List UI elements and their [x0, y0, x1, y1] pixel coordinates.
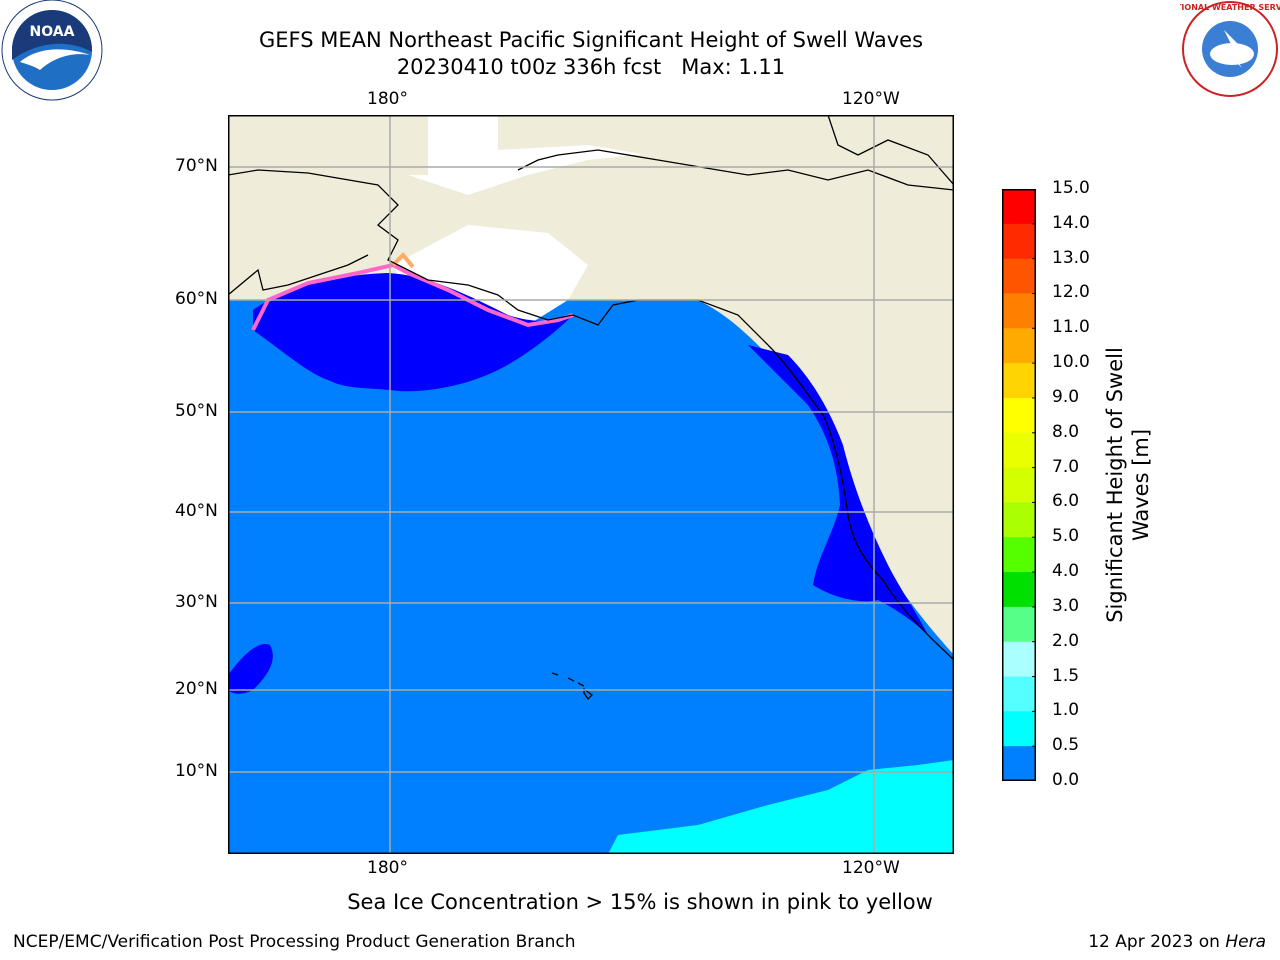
lon-tick-bottom-180: 180°: [367, 858, 408, 878]
colorbar-tick-label: 1.0: [1052, 700, 1080, 721]
colorbar-segment: [1002, 189, 1036, 225]
colorbar-segment: [1002, 572, 1036, 608]
nws-logo-text: NATIONAL WEATHER SERVICE: [1180, 3, 1280, 12]
colorbar-segment: [1002, 223, 1036, 260]
colorbar-segment: [1002, 293, 1036, 329]
lat-tick-50n: 50°N: [175, 401, 218, 421]
footer-date-text: 12 Apr 2023 on: [1088, 932, 1226, 952]
colorbar-border: [1002, 189, 1036, 781]
footer-date: 12 Apr 2023 on Hera: [1088, 932, 1266, 952]
colorbar-tick-label: 0.0: [1052, 770, 1080, 790]
noaa-logo: NOAA: [1, 0, 103, 101]
lon-tick-bottom-120w: 120°W: [842, 858, 900, 878]
noaa-logo-text: NOAA: [30, 24, 75, 40]
colorbar: [1002, 189, 1036, 781]
colorbar-tick-label: 14.0: [1052, 212, 1090, 233]
colorbar-tick-label: 9.0: [1052, 386, 1080, 407]
colorbar-tick-label: 1.5: [1052, 665, 1080, 686]
colorbar-label-line1: Significant Height of Swell: [1103, 347, 1127, 623]
colorbar-segment: [1002, 606, 1036, 643]
colorbar-label-line2: Waves [m]: [1129, 428, 1153, 542]
colorbar-tick-label: 2.0: [1052, 630, 1080, 651]
colorbar-segment: [1002, 746, 1036, 781]
colorbar-segment: [1002, 537, 1036, 573]
colorbar-segment: [1002, 467, 1036, 503]
colorbar-tick-label: 8.0: [1052, 421, 1080, 442]
sea-ice-note: Sea Ice Concentration > 15% is shown in …: [347, 890, 933, 914]
footer-credit: NCEP/EMC/Verification Post Processing Pr…: [13, 932, 576, 952]
colorbar-segment: [1002, 641, 1036, 678]
colorbar-segment: [1002, 258, 1036, 294]
colorbar-tick-label: 5.0: [1052, 526, 1080, 547]
nws-logo: NATIONAL WEATHER SERVICE: [1180, 1, 1280, 97]
colorbar-tick-label: 0.5: [1052, 735, 1080, 756]
chart-title-line1: GEFS MEAN Northeast Pacific Significant …: [258, 28, 924, 52]
ocean-swell-0-0.5-westcoast: [748, 345, 928, 635]
colorbar-tick-label: 6.0: [1052, 491, 1080, 512]
graticule: [228, 115, 954, 854]
colorbar-tick-label: 13.0: [1052, 247, 1090, 268]
colorbar-segment: [1002, 676, 1036, 712]
chart-title-line2: 20230410 t00z 336h fcst Max: 1.11: [396, 55, 786, 79]
colorbar-segment: [1002, 328, 1036, 364]
ocean-swell-1.0-1.5: [608, 760, 954, 854]
ocean-swell-0-0.5-gulf: [253, 273, 573, 392]
coastline-northeast: [827, 115, 954, 186]
footer-machine: Hera: [1225, 932, 1266, 952]
colorbar-segment: [1002, 397, 1036, 434]
ocean-swell-0-0.5-west: [228, 644, 273, 694]
map-panel: [228, 115, 954, 854]
lon-tick-top-120w: 120°W: [842, 89, 900, 109]
lat-tick-10n: 10°N: [175, 761, 218, 781]
colorbar-tick-label: 10.0: [1052, 352, 1090, 373]
lon-tick-top-180: 180°: [367, 89, 408, 109]
lat-tick-40n: 40°N: [175, 501, 218, 521]
colorbar-tick-label: 3.0: [1052, 595, 1080, 616]
colorbar-segment: [1002, 711, 1036, 747]
colorbar-tick-label: 7.0: [1052, 456, 1080, 477]
colorbar-tick-label: 15.0: [1052, 178, 1090, 198]
lat-tick-30n: 30°N: [175, 592, 218, 612]
colorbar-label: Significant Height of Swell Waves [m]: [1102, 347, 1154, 623]
colorbar-segment: [1002, 432, 1036, 469]
colorbar-segment: [1002, 502, 1036, 538]
colorbar-tick-label: 4.0: [1052, 561, 1080, 582]
colorbar-tick-label: 11.0: [1052, 317, 1090, 338]
colorbar-segment: [1002, 363, 1036, 399]
hawaii-islands: [551, 672, 593, 701]
lat-tick-20n: 20°N: [175, 679, 218, 699]
map-border: [228, 115, 954, 854]
lat-tick-60n: 60°N: [175, 289, 218, 309]
colorbar-tick-label: 12.0: [1052, 282, 1090, 303]
sea-ice-edge: [251, 262, 574, 331]
coastline-alaska: [228, 169, 769, 346]
lat-tick-70n: 70°N: [175, 156, 218, 176]
land-north-america: [558, 115, 954, 655]
coastline-chukotka: [228, 254, 369, 296]
